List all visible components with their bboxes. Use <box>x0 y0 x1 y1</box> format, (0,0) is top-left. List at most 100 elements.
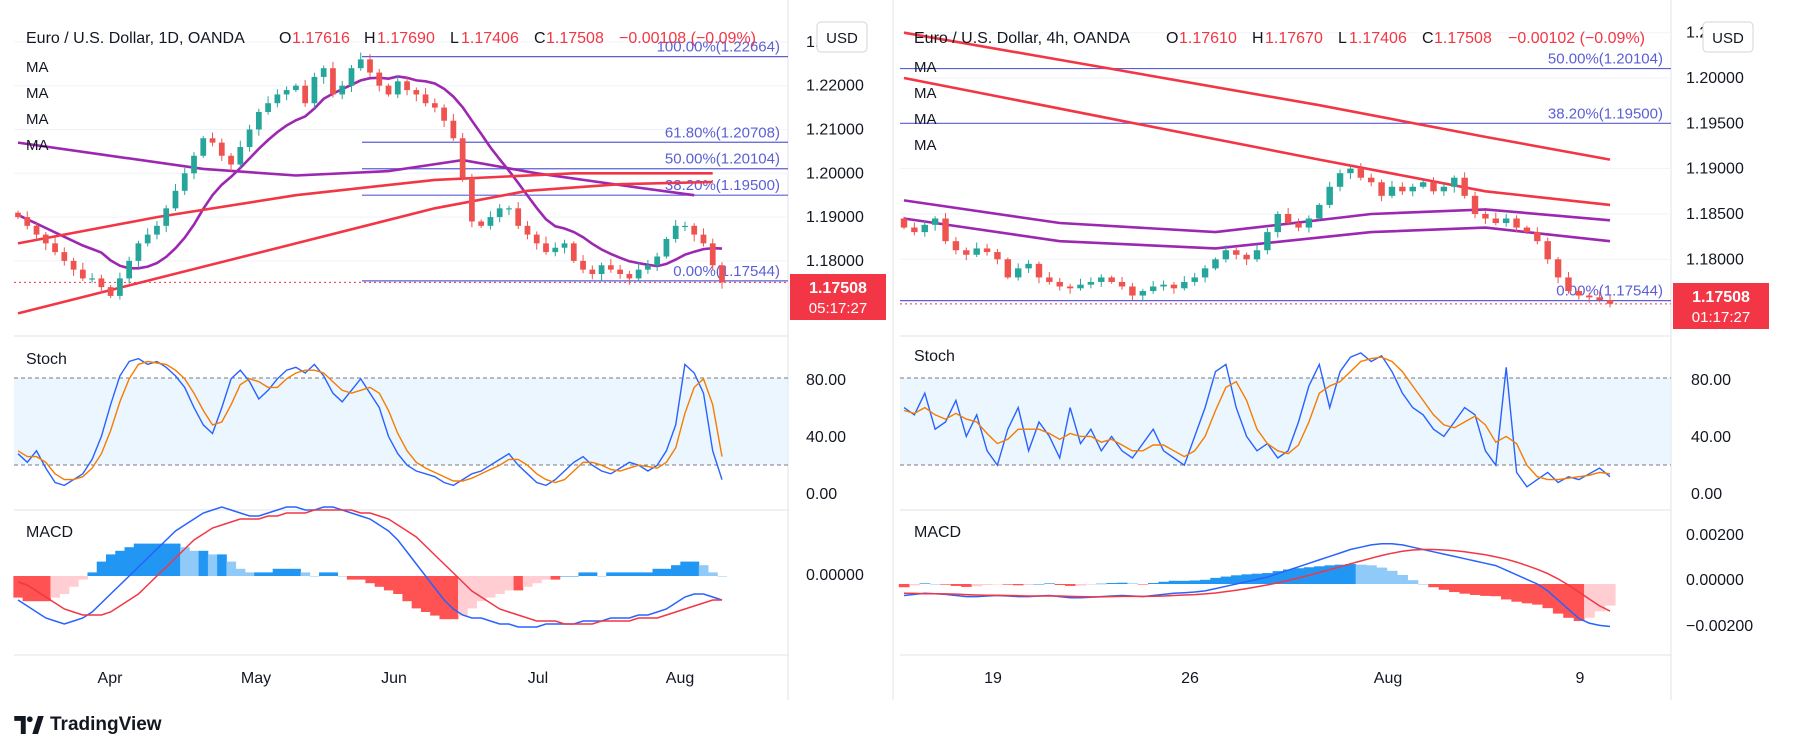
four-hour-price-tick: 1.19000 <box>1686 161 1744 178</box>
four-hour-candle <box>1378 182 1385 196</box>
daily-ma-label[interactable]: MA <box>26 111 49 128</box>
four-hour-chart: 50.00%(1.20104) 38.20%(1.19500) 0.00%(1.17… <box>898 21 1769 687</box>
four-hour-candle <box>1544 241 1551 260</box>
daily-x-label: Jul <box>528 670 548 687</box>
daily-macd-histogram-bar <box>596 576 607 577</box>
four-hour-macd <box>898 543 1616 628</box>
four-hour-macd-histogram-bar <box>1075 584 1087 586</box>
daily-macd-histogram-bar <box>541 576 552 580</box>
daily-candle <box>237 147 244 165</box>
daily-title: Euro / U.S. Dollar, 1D, OANDA <box>26 30 245 47</box>
daily-macd-histogram-bar <box>291 568 301 576</box>
daily-macd-histogram-bar <box>680 561 690 576</box>
daily-macd-histogram-bar <box>374 576 385 587</box>
four-hour-macd-histogram-bar <box>1116 582 1128 584</box>
four-hour-change: −0.00102 (−0.09%) <box>1508 30 1645 47</box>
daily-currency-button[interactable]: USD <box>816 21 868 53</box>
four-hour-price-tick: 1.19500 <box>1686 115 1744 132</box>
four-hour-candle <box>1004 259 1012 278</box>
four-hour-macd-histogram-bar <box>1231 575 1242 584</box>
four-hour-ma-label[interactable]: MA <box>914 137 937 154</box>
svg-text:O: O <box>279 30 291 47</box>
daily-chart: 100.00%(1.22664) 61.80%(1.20708) 50.00%(1.… <box>13 21 886 687</box>
four-hour-fib-label: 38.20%(1.19500) <box>1548 105 1663 122</box>
daily-stoch-tick: 80.00 <box>806 372 846 389</box>
four-hour-macd-histogram-bar <box>1054 584 1066 585</box>
four-hour-moving-averages <box>903 31 1611 250</box>
four-hour-candle <box>952 241 960 251</box>
daily-last-price-label: 1.17508 05:17:27 <box>790 274 886 320</box>
four-hour-macd-histogram-bar <box>971 584 983 587</box>
four-hour-macd-histogram-bar <box>1552 584 1564 614</box>
daily-macd-histogram-bar <box>652 568 663 576</box>
daily-candle <box>320 68 327 77</box>
four-hour-price-tick: 1.20000 <box>1686 70 1744 87</box>
daily-macd-label[interactable]: MACD <box>26 524 73 541</box>
daily-macd-histogram-bar <box>133 543 144 576</box>
daily-ma-label[interactable]: MA <box>26 85 49 102</box>
four-hour-candle <box>1181 281 1188 289</box>
daily-macd-histogram-bar <box>578 572 589 576</box>
svg-text:O: O <box>1166 30 1178 47</box>
daily-macd-histogram-bar <box>115 550 125 576</box>
four-hour-candle <box>1035 263 1043 278</box>
four-hour-macd-histogram-bar <box>1262 573 1273 584</box>
daily-macd-histogram-bar <box>467 576 477 609</box>
daily-candle <box>552 247 559 253</box>
daily-candle <box>126 260 133 279</box>
daily-candle <box>626 274 633 279</box>
daily-candle <box>135 243 142 261</box>
four-hour-candle <box>1056 281 1063 287</box>
four-hour-candle <box>911 227 918 233</box>
daily-macd-histogram-bar <box>319 572 329 576</box>
daily-macd-histogram-bar <box>559 576 570 577</box>
daily-candle <box>478 221 485 226</box>
daily-macd-histogram-bar <box>513 576 524 591</box>
daily-macd-histogram-bar <box>661 568 672 576</box>
svg-text:L: L <box>450 30 459 47</box>
daily-candle <box>357 59 364 69</box>
four-hour-macd-tick: −0.00200 <box>1686 618 1753 635</box>
daily-candle <box>422 94 429 104</box>
daily-ma-label[interactable]: MA <box>26 59 49 76</box>
four-hour-ma-label[interactable]: MA <box>914 59 937 76</box>
daily-x-label: Apr <box>98 670 124 687</box>
four-hour-macd-histogram-bar <box>898 584 910 588</box>
daily-ma-label[interactable]: MA <box>26 137 49 154</box>
four-hour-ma-label[interactable]: MA <box>914 111 937 128</box>
daily-macd-histogram-bar <box>708 572 718 576</box>
four-hour-stoch-label[interactable]: Stoch <box>914 348 955 365</box>
svg-text:H: H <box>1252 30 1264 47</box>
four-hour-macd-histogram-bar <box>1023 584 1035 585</box>
daily-low: 1.17406 <box>461 30 519 47</box>
four-hour-candle <box>1274 213 1281 233</box>
four-hour-candle <box>931 218 939 225</box>
daily-macd-histogram-bar <box>698 565 709 576</box>
four-hour-candle <box>1451 177 1458 187</box>
tradingview-logo[interactable]: TradingView <box>14 714 162 736</box>
daily-macd-histogram-bar <box>217 554 227 576</box>
four-hour-macd-histogram-bar <box>1407 580 1419 584</box>
four-hour-macd-histogram-bar <box>1594 584 1606 612</box>
daily-macd-histogram-bar <box>522 576 533 587</box>
daily-stoch-k-line <box>17 357 723 487</box>
daily-candle <box>191 155 197 174</box>
daily-candle <box>52 243 58 253</box>
four-hour-macd-histogram-bar <box>1085 584 1097 585</box>
daily-stoch-label[interactable]: Stoch <box>26 351 67 368</box>
four-hour-macd-label[interactable]: MACD <box>914 524 961 541</box>
daily-candle <box>515 208 522 226</box>
four-hour-macd-histogram-bar <box>940 584 952 585</box>
four-hour-currency-button[interactable]: USD <box>1702 21 1754 53</box>
four-hour-high: 1.17670 <box>1265 30 1323 47</box>
four-hour-ma-label[interactable]: MA <box>914 85 937 102</box>
four-hour-candle <box>1326 186 1333 205</box>
four-hour-candle <box>1149 286 1157 292</box>
daily-ma-slow <box>17 141 695 197</box>
daily-macd-histogram-bar <box>263 572 274 576</box>
four-hour-macd-histogram-bar <box>1127 583 1139 584</box>
four-hour-ohlc: O 1.17610 H 1.17670 L 1.17406 C 1.17508 −0.0… <box>1166 30 1645 47</box>
four-hour-macd-histogram-bar <box>1314 566 1325 584</box>
daily-macd-histogram-bar <box>476 576 487 602</box>
daily-candle <box>459 138 466 178</box>
